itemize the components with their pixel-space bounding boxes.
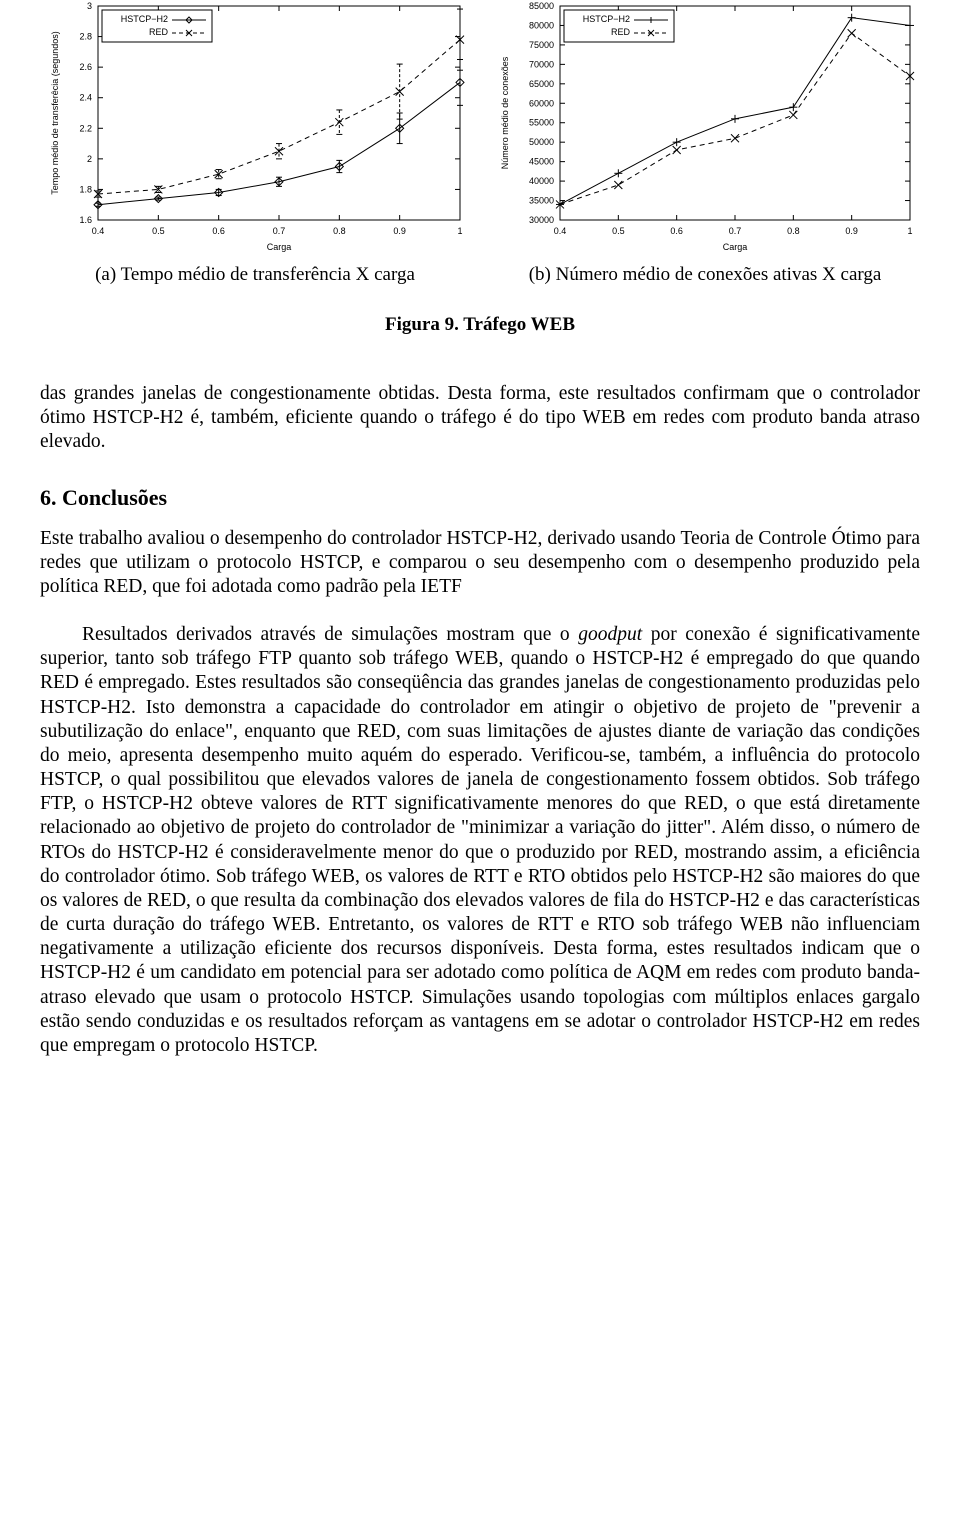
svg-text:65000: 65000 xyxy=(529,79,554,89)
svg-text:35000: 35000 xyxy=(529,196,554,206)
svg-text:3: 3 xyxy=(87,1,92,11)
svg-text:HSTCP−H2: HSTCP−H2 xyxy=(583,14,630,24)
svg-text:0.8: 0.8 xyxy=(333,226,346,236)
svg-text:75000: 75000 xyxy=(529,40,554,50)
figure-caption: Figura 9. Tráfego WEB xyxy=(40,314,920,336)
svg-text:2.6: 2.6 xyxy=(79,62,92,72)
subfigure-a: 0.4 0.5 0.6 0.7 0.8 0.9 1 1.6 1.8 2 2.2 2.4 2.6 2.8 3 C… xyxy=(40,0,470,286)
figure-caption-label: Figura 9. Tráfego WEB xyxy=(385,314,575,335)
svg-text:0.6: 0.6 xyxy=(212,226,225,236)
svg-text:0.7: 0.7 xyxy=(273,226,286,236)
svg-text:1: 1 xyxy=(457,226,462,236)
svg-text:2.8: 2.8 xyxy=(79,32,92,42)
svg-text:Número médio de conexões: Número médio de conexões xyxy=(500,56,510,169)
svg-text:Carga: Carga xyxy=(723,242,748,252)
svg-text:1.6: 1.6 xyxy=(79,215,92,225)
svg-text:Carga: Carga xyxy=(267,242,292,252)
chart-a-svg: 0.4 0.5 0.6 0.7 0.8 0.9 1 1.6 1.8 2 2.2 2.4 2.6 2.8 3 C… xyxy=(40,0,470,260)
svg-text:0.4: 0.4 xyxy=(554,226,567,236)
svg-text:0.5: 0.5 xyxy=(612,226,625,236)
svg-text:0.9: 0.9 xyxy=(393,226,406,236)
svg-text:0.6: 0.6 xyxy=(670,226,683,236)
svg-text:70000: 70000 xyxy=(529,59,554,69)
svg-text:0.4: 0.4 xyxy=(92,226,105,236)
svg-text:2.2: 2.2 xyxy=(79,123,92,133)
svg-text:HSTCP−H2: HSTCP−H2 xyxy=(121,14,168,24)
section-heading: 6. Conclusões xyxy=(40,485,920,511)
chart-b-svg: 0.4 0.5 0.6 0.7 0.8 0.9 1 30000 35000 40000 45000 5… xyxy=(490,0,920,260)
svg-text:85000: 85000 xyxy=(529,1,554,11)
svg-text:45000: 45000 xyxy=(529,157,554,167)
svg-text:RED: RED xyxy=(611,27,631,37)
svg-text:0.8: 0.8 xyxy=(787,226,800,236)
svg-text:1.8: 1.8 xyxy=(79,184,92,194)
svg-text:2.4: 2.4 xyxy=(79,93,92,103)
paragraph-top: das grandes janelas de congestionamente … xyxy=(40,382,920,455)
page: 0.4 0.5 0.6 0.7 0.8 0.9 1 1.6 1.8 2 2.2 2.4 2.6 2.8 3 C… xyxy=(0,0,960,1142)
svg-text:Tempo médio de transferêcia (s: Tempo médio de transferêcia (segundos) xyxy=(50,31,60,195)
svg-text:55000: 55000 xyxy=(529,118,554,128)
svg-text:0.5: 0.5 xyxy=(152,226,165,236)
subfigure-a-caption: (a) Tempo médio de transferência X carga xyxy=(95,264,415,286)
svg-text:40000: 40000 xyxy=(529,176,554,186)
svg-text:50000: 50000 xyxy=(529,137,554,147)
svg-text:0.7: 0.7 xyxy=(729,226,742,236)
svg-text:30000: 30000 xyxy=(529,215,554,225)
svg-text:RED: RED xyxy=(149,27,169,37)
paragraph-1: Este trabalho avaliou o desempenho do co… xyxy=(40,527,920,600)
svg-text:2: 2 xyxy=(87,154,92,164)
subfigure-b: 0.4 0.5 0.6 0.7 0.8 0.9 1 30000 35000 40000 45000 5… xyxy=(490,0,920,286)
svg-text:60000: 60000 xyxy=(529,98,554,108)
paragraph-2: Resultados derivados através de simulaçõ… xyxy=(40,623,920,1058)
svg-text:80000: 80000 xyxy=(529,20,554,30)
svg-text:1: 1 xyxy=(907,226,912,236)
figure-row: 0.4 0.5 0.6 0.7 0.8 0.9 1 1.6 1.8 2 2.2 2.4 2.6 2.8 3 C… xyxy=(40,0,920,286)
svg-text:0.9: 0.9 xyxy=(845,226,858,236)
subfigure-b-caption: (b) Número médio de conexões ativas X ca… xyxy=(529,264,882,286)
